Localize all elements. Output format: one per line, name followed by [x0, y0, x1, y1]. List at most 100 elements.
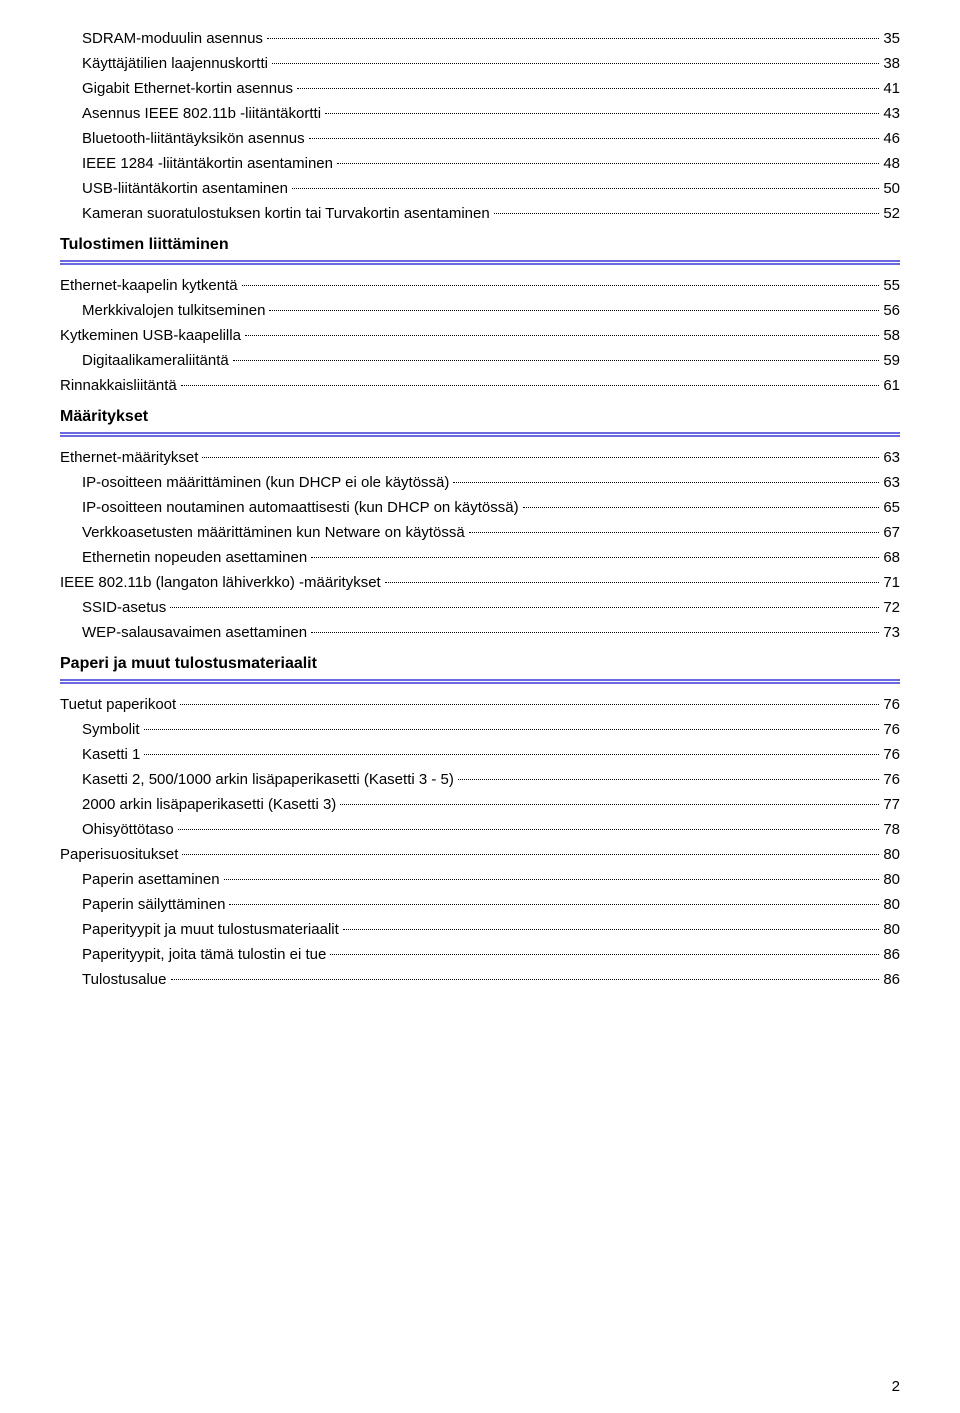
- section-divider: [60, 260, 900, 265]
- toc-item-label: Asennus IEEE 802.11b -liitäntäkortti: [82, 105, 321, 122]
- toc-item: WEP-salausavaimen asettaminen73: [60, 624, 900, 641]
- toc-leader-dots: [325, 113, 879, 114]
- section-divider: [60, 432, 900, 437]
- toc-item-page: 77: [883, 796, 900, 813]
- toc-leader-dots: [311, 632, 879, 633]
- toc-item-page: 80: [883, 921, 900, 938]
- toc-item-label: Ethernet-kaapelin kytkentä: [60, 277, 238, 294]
- toc-item: Bluetooth-liitäntäyksikön asennus46: [60, 130, 900, 147]
- toc-leader-dots: [182, 854, 879, 855]
- toc-leader-dots: [229, 904, 879, 905]
- toc-leader-dots: [181, 385, 880, 386]
- toc-item: IP-osoitteen määrittäminen (kun DHCP ei …: [60, 474, 900, 491]
- toc-item-label: Rinnakkaisliitäntä: [60, 377, 177, 394]
- toc-leader-dots: [292, 188, 879, 189]
- toc-leader-dots: [385, 582, 880, 583]
- toc-leader-dots: [224, 879, 880, 880]
- toc-item-label: Paperin säilyttäminen: [82, 896, 225, 913]
- toc-item-label: SSID-asetus: [82, 599, 166, 616]
- toc-item: Ethernetin nopeuden asettaminen68: [60, 549, 900, 566]
- toc-item-page: 63: [883, 449, 900, 466]
- toc-item: Ethernet-määritykset 63: [60, 449, 900, 466]
- section-heading: Tulostimen liittäminen: [60, 236, 900, 254]
- toc-item: Paperityypit ja muut tulostusmateriaalit…: [60, 921, 900, 938]
- toc-item: Kasetti 2, 500/1000 arkin lisäpaperikase…: [60, 771, 900, 788]
- toc-item-page: 48: [883, 155, 900, 172]
- toc-item-page: 63: [883, 474, 900, 491]
- toc-item: Rinnakkaisliitäntä 61: [60, 377, 900, 394]
- toc-item-page: 76: [883, 696, 900, 713]
- toc-item-label: Merkkivalojen tulkitseminen: [82, 302, 265, 319]
- toc-item: Paperin säilyttäminen80: [60, 896, 900, 913]
- toc-leader-dots: [494, 213, 880, 214]
- toc-leader-dots: [180, 704, 879, 705]
- toc-item-page: 35: [883, 30, 900, 47]
- toc-item-label: Verkkoasetusten määrittäminen kun Netwar…: [82, 524, 465, 541]
- toc-leader-dots: [453, 482, 879, 483]
- toc-item-page: 72: [883, 599, 900, 616]
- toc-leader-dots: [272, 63, 879, 64]
- toc-item-label: Bluetooth-liitäntäyksikön asennus: [82, 130, 305, 147]
- toc-leader-dots: [178, 829, 880, 830]
- toc-item: SSID-asetus 72: [60, 599, 900, 616]
- toc-item-page: 52: [883, 205, 900, 222]
- toc-item: Tuetut paperikoot76: [60, 696, 900, 713]
- toc-item-page: 78: [883, 821, 900, 838]
- toc-item: Kytkeminen USB-kaapelilla58: [60, 327, 900, 344]
- toc-item-page: 68: [883, 549, 900, 566]
- page-footer-number: 2: [892, 1378, 900, 1395]
- toc-item-label: Paperin asettaminen: [82, 871, 220, 888]
- toc-item-label: Kasetti 1: [82, 746, 140, 763]
- toc-item: Paperityypit, joita tämä tulostin ei tue…: [60, 946, 900, 963]
- toc-item-label: USB-liitäntäkortin asentaminen: [82, 180, 288, 197]
- toc-item: Paperisuositukset80: [60, 846, 900, 863]
- toc-item-page: 86: [883, 946, 900, 963]
- toc-item-page: 59: [883, 352, 900, 369]
- toc-leader-dots: [202, 457, 879, 458]
- toc-item-page: 71: [883, 574, 900, 591]
- toc-leader-dots: [309, 138, 880, 139]
- toc-item-page: 55: [883, 277, 900, 294]
- toc-leader-dots: [242, 285, 880, 286]
- toc-item: Käyttäjätilien laajennuskortti 38: [60, 55, 900, 72]
- toc-item: 2000 arkin lisäpaperikasetti (Kasetti 3)…: [60, 796, 900, 813]
- toc-item-label: IEEE 1284 -liitäntäkortin asentaminen: [82, 155, 333, 172]
- toc-leader-dots: [245, 335, 879, 336]
- toc-item-label: Digitaalikameraliitäntä: [82, 352, 229, 369]
- section-heading: Määritykset: [60, 408, 900, 426]
- toc-item-label: IP-osoitteen määrittäminen (kun DHCP ei …: [82, 474, 449, 491]
- toc-leader-dots: [170, 607, 879, 608]
- toc-item-label: Käyttäjätilien laajennuskortti: [82, 55, 268, 72]
- section-heading: Paperi ja muut tulostusmateriaalit: [60, 655, 900, 673]
- toc-item-label: Kasetti 2, 500/1000 arkin lisäpaperikase…: [82, 771, 454, 788]
- toc-item-page: 76: [883, 771, 900, 788]
- toc-item-page: 38: [883, 55, 900, 72]
- toc-item-label: 2000 arkin lisäpaperikasetti (Kasetti 3): [82, 796, 336, 813]
- toc-item-page: 61: [883, 377, 900, 394]
- toc-item-label: Paperityypit ja muut tulostusmateriaalit: [82, 921, 339, 938]
- toc-item-page: 43: [883, 105, 900, 122]
- toc-item: Digitaalikameraliitäntä 59: [60, 352, 900, 369]
- toc-leader-dots: [330, 954, 879, 955]
- toc-item-page: 41: [883, 80, 900, 97]
- toc-item-label: Gigabit Ethernet-kortin asennus: [82, 80, 293, 97]
- toc-item: Asennus IEEE 802.11b -liitäntäkortti 43: [60, 105, 900, 122]
- toc-item: IEEE 802.11b (langaton lähiverkko) -määr…: [60, 574, 900, 591]
- toc-item-label: IP-osoitteen noutaminen automaattisesti …: [82, 499, 519, 516]
- toc-item-page: 58: [883, 327, 900, 344]
- toc-item-label: Ethernet-määritykset: [60, 449, 198, 466]
- toc-item-page: 80: [883, 846, 900, 863]
- toc-item: USB-liitäntäkortin asentaminen50: [60, 180, 900, 197]
- toc-item-label: Paperityypit, joita tämä tulostin ei tue: [82, 946, 326, 963]
- toc-item: Ethernet-kaapelin kytkentä 55: [60, 277, 900, 294]
- toc-item-page: 76: [883, 746, 900, 763]
- toc-item-page: 65: [883, 499, 900, 516]
- toc-item-page: 76: [883, 721, 900, 738]
- toc-leader-dots: [311, 557, 879, 558]
- toc-item: Verkkoasetusten määrittäminen kun Netwar…: [60, 524, 900, 541]
- toc-leader-dots: [269, 310, 879, 311]
- toc-item: Paperin asettaminen80: [60, 871, 900, 888]
- toc-leader-dots: [343, 929, 880, 930]
- toc-item-page: 86: [883, 971, 900, 988]
- toc-item-page: 56: [883, 302, 900, 319]
